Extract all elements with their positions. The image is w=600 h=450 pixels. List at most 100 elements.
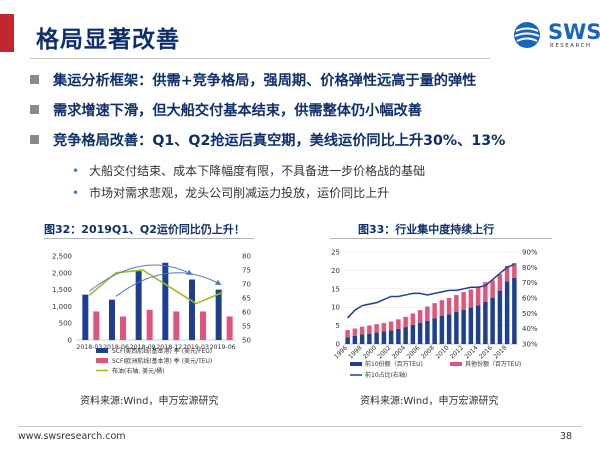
bar-other-share <box>432 303 437 319</box>
legend-label: 前10占比(右轴) <box>365 371 407 379</box>
sub-bullet-market: • 市场对需求悲观，龙头公司削减运力投放，运价同比上升 <box>72 184 389 201</box>
bullet-text: 竞争格局改善：Q1、Q2抢运后真空期，美线运价同比上升30%、13% <box>53 133 506 149</box>
bar-other-share <box>468 289 474 308</box>
legend-swatch <box>96 358 108 363</box>
y2-tick-label: 60 <box>242 309 251 317</box>
y2-tick-label: 65 <box>242 295 251 303</box>
chart33-source: 资料来源:Wind，申万宏源研究 <box>360 396 499 407</box>
y2-tick-label: 50 <box>242 337 251 345</box>
y2-tick-label: 90% <box>522 249 538 257</box>
bar-other-share <box>461 292 466 310</box>
bullet-demand: 需求增速下滑，但大船交付基本结束，供需整体仍小幅改善 <box>30 100 422 120</box>
chart32-title-rule <box>44 238 254 239</box>
x-tick-label: 2014 <box>463 344 479 360</box>
bar-top10-share <box>468 307 474 344</box>
legend-swatch <box>450 362 462 366</box>
x-tick-label: 2004 <box>391 344 407 360</box>
sws-logo: SWS RESEARCH <box>512 20 600 50</box>
bar-europe <box>200 311 206 340</box>
bar-top10-share <box>374 332 379 344</box>
y-tick-label: 2,000 <box>52 269 72 277</box>
bullet-framework: 集运分析框架：供需+竞争格局，强周期、价格弹性远高于量的弹性 <box>30 70 476 90</box>
bar-other-share <box>512 263 517 278</box>
y-tick-label: 2,500 <box>52 253 72 261</box>
bar-top10-share <box>497 290 503 344</box>
globe-icon <box>514 22 540 48</box>
y-tick-label: 20 <box>331 267 340 275</box>
bar-europe <box>226 316 233 340</box>
bar-us-west <box>135 271 142 340</box>
dot-bullet-icon: • <box>72 164 80 178</box>
sub-bullet-text: 市场对需求悲观，龙头公司削减运力投放，运价同比上升 <box>89 186 390 200</box>
bar-top10-share <box>461 309 466 344</box>
legend-swatch <box>350 362 362 366</box>
y2-tick-label: 75 <box>242 267 251 275</box>
square-bullet-icon <box>30 135 39 144</box>
bar-other-share <box>475 286 481 306</box>
x-tick-label: 2016 <box>478 344 494 360</box>
x-tick-label: 2010 <box>434 344 450 360</box>
bar-top10-share <box>483 301 488 344</box>
bar-top10-share <box>352 335 358 344</box>
bar-top10-share <box>446 314 452 344</box>
x-tick-label: 2012 <box>449 344 465 360</box>
bar-top10-share <box>490 298 495 344</box>
bar-other-share <box>490 280 495 298</box>
header-bar: 格局显著改善 <box>0 14 600 62</box>
x-tick-label: 1998 <box>347 344 363 360</box>
y-tick-label: 0 <box>68 337 72 345</box>
bar-other-share <box>417 310 423 323</box>
square-bullet-icon <box>30 105 39 114</box>
brent-oil-line <box>88 269 223 305</box>
chart32-title: 图32：2019Q1、Q2运价同比仍上升！ <box>44 223 245 236</box>
x-tick-label: 2000 <box>362 344 378 360</box>
x-tick-label: 2019-03 <box>183 344 209 351</box>
bar-europe <box>173 311 180 340</box>
legend-label: SCFI美西航线(基本港) 季 (美元/FEU) <box>112 347 212 355</box>
bar-top10-share <box>381 331 387 344</box>
y-tick-label: 15 <box>331 285 340 293</box>
x-tick-label: 2006 <box>405 344 421 360</box>
bullet-text: 集运分析框架：供需+竞争格局，强周期、价格弹性远高于量的弹性 <box>53 73 477 89</box>
legend-swatch <box>96 348 108 353</box>
bar-top10-share <box>425 320 430 344</box>
bar-other-share <box>483 282 488 302</box>
legend-label: SCFI欧洲航线(基本港) 季 (美元/TEU) <box>112 357 212 365</box>
title-divider <box>30 58 490 59</box>
y-tick-label: 25 <box>331 249 340 257</box>
bar-top10-share <box>504 281 510 344</box>
bar-top10-share <box>432 318 437 344</box>
chart33-svg: 051015202530%40%50%60%70%80%90%199619982… <box>331 249 538 380</box>
bar-other-share <box>352 328 358 336</box>
bar-other-share <box>388 321 394 331</box>
legend-label: 其他份额（百万TEU) <box>465 360 521 368</box>
footer-url: www.swsresearch.com <box>18 431 126 442</box>
page-number: 38 <box>560 431 573 442</box>
bar-us-west <box>82 294 89 340</box>
y2-tick-label: 70 <box>242 281 251 289</box>
x-tick-label: 2018-03 <box>76 344 102 351</box>
bar-us-west <box>215 289 222 340</box>
bar-top10-share <box>475 305 481 344</box>
sub-bullet-text: 大船交付结束、成本下降幅度有限，不具备进一步价格战的基础 <box>89 164 426 178</box>
x-tick-label: 2018-12 <box>156 344 182 351</box>
sub-bullet-delivery: • 大船交付结束、成本下降幅度有限，不具备进一步价格战的基础 <box>72 162 425 179</box>
y2-tick-label: 55 <box>242 323 251 331</box>
top10-ratio-line <box>347 263 515 319</box>
annotation-arrow <box>115 272 222 297</box>
bar-europe <box>146 309 153 340</box>
footer-divider <box>18 426 582 427</box>
bar-top10-share <box>359 334 365 344</box>
bar-other-share <box>381 323 387 332</box>
legend-label: 布油(右轴, 美元/桶) <box>112 367 165 375</box>
legend-label: 前10份额（百万TEU) <box>365 360 423 368</box>
bar-other-share <box>403 316 408 328</box>
x-tick-label: 2018 <box>492 344 508 360</box>
y2-tick-label: 30% <box>522 341 538 349</box>
red-accent-tab <box>0 14 14 52</box>
square-bullet-icon <box>30 75 39 84</box>
bar-other-share <box>359 326 365 335</box>
bar-other-share <box>454 295 459 312</box>
bar-us-west <box>162 262 169 340</box>
